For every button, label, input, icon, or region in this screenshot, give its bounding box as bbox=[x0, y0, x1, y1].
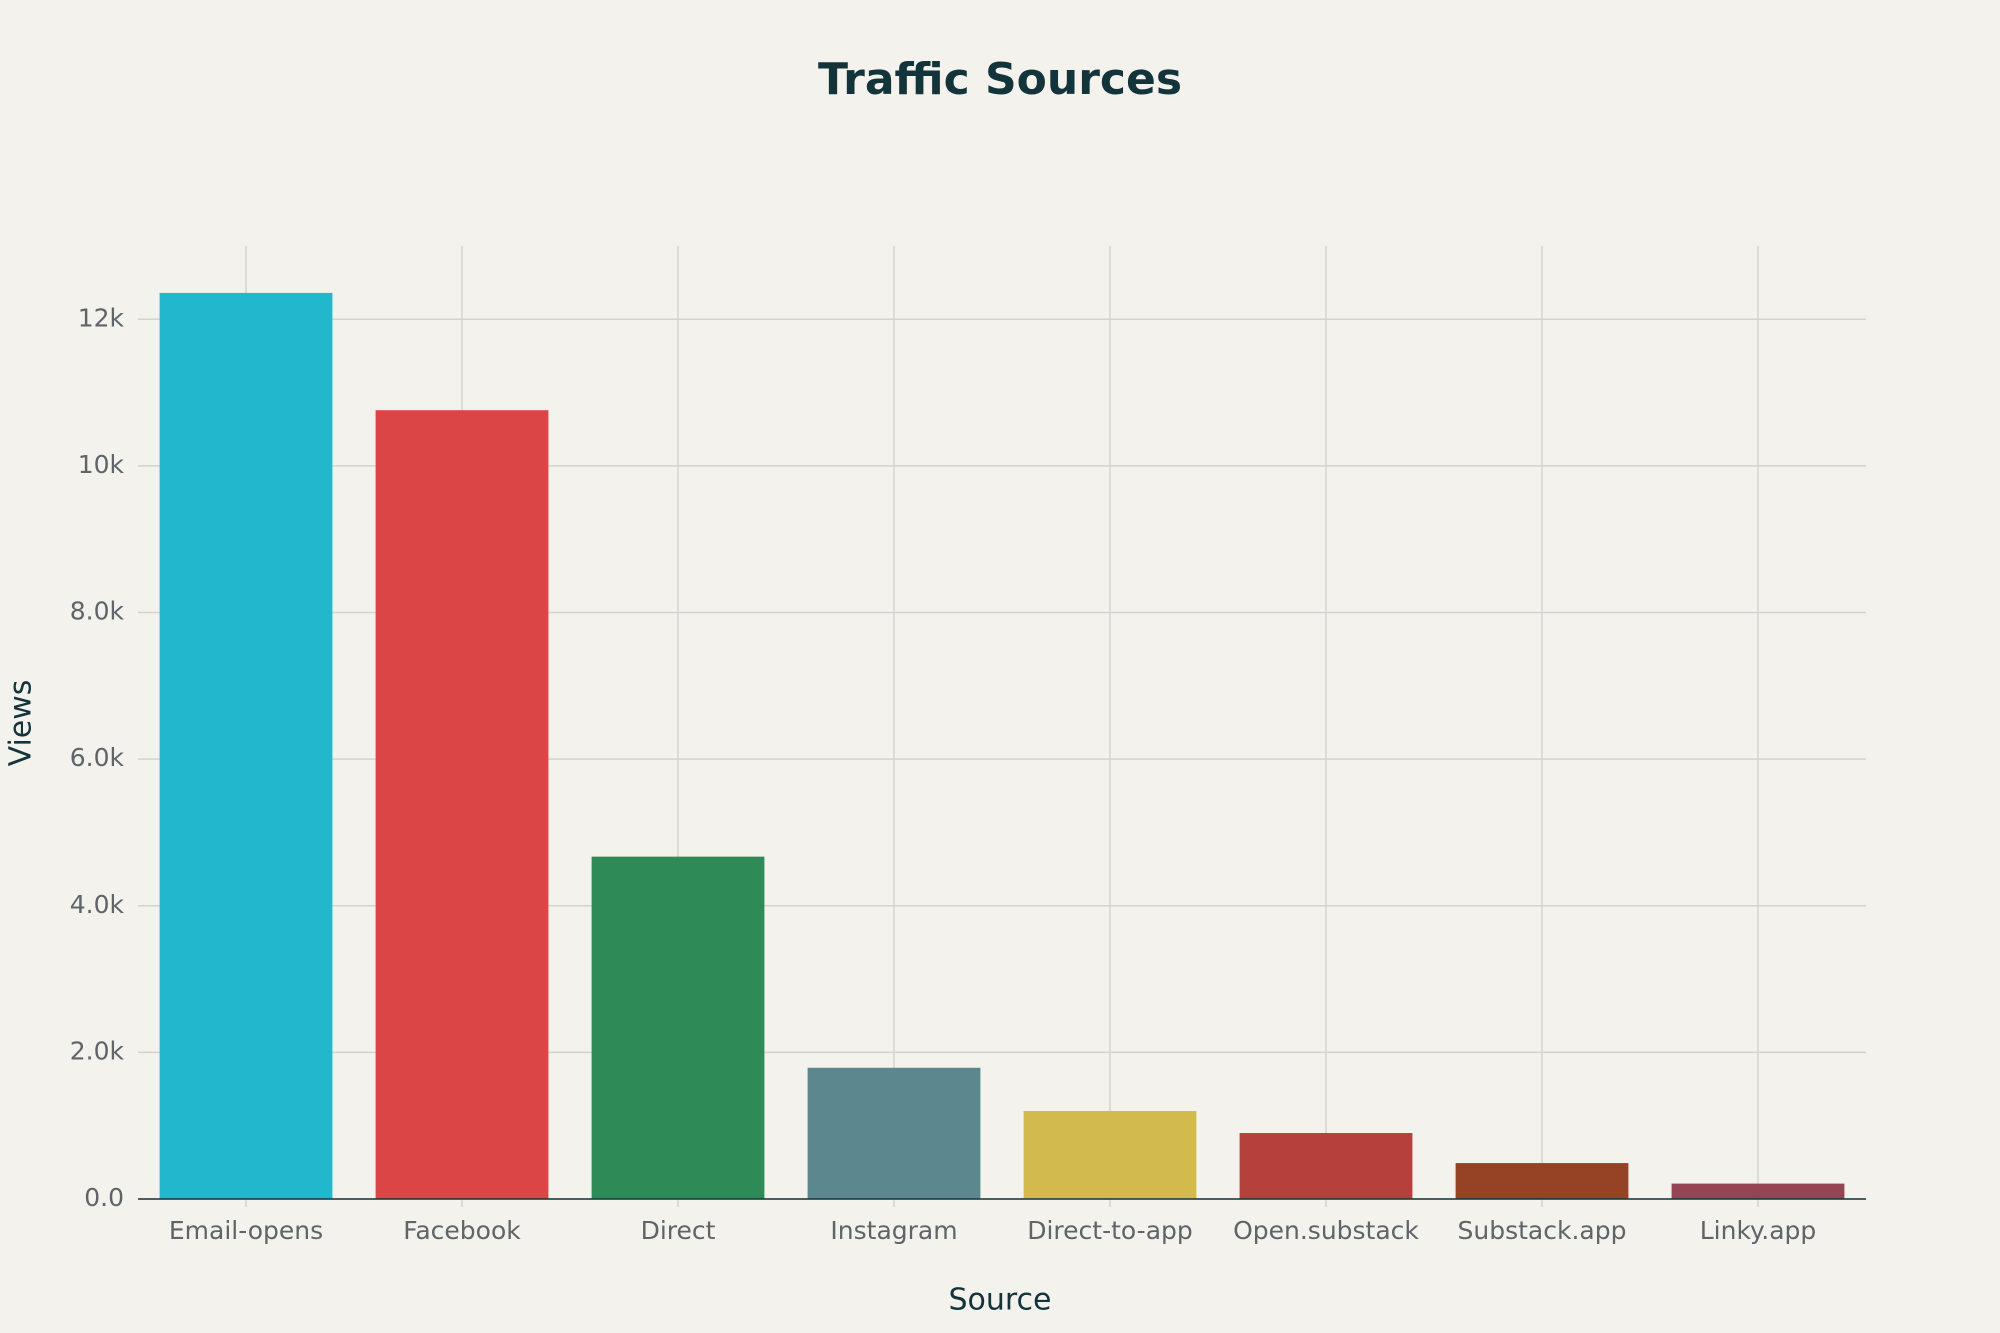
bar bbox=[159, 292, 333, 1199]
x-tick-label: Facebook bbox=[403, 1216, 521, 1245]
bar bbox=[807, 1067, 981, 1199]
y-tick-label: 0.0 bbox=[84, 1183, 124, 1212]
x-tick-label: Instagram bbox=[830, 1216, 957, 1245]
y-tick-label: 10k bbox=[78, 450, 125, 479]
x-tick-label: Direct bbox=[641, 1216, 716, 1245]
chart-title: Traffic Sources bbox=[818, 54, 1182, 105]
x-tick-label: Linky.app bbox=[1700, 1216, 1817, 1245]
y-tick-label: 8.0k bbox=[70, 597, 125, 626]
bar bbox=[1023, 1111, 1197, 1199]
x-tick-label: Direct-to-app bbox=[1027, 1216, 1193, 1245]
bar bbox=[1455, 1163, 1629, 1199]
y-tick-label: 12k bbox=[78, 303, 125, 332]
bar bbox=[1239, 1133, 1413, 1199]
y-tick-label: 4.0k bbox=[70, 890, 125, 919]
x-tick-label: Substack.app bbox=[1458, 1216, 1627, 1245]
y-axis-title: Views bbox=[4, 680, 39, 767]
bar bbox=[375, 410, 549, 1199]
y-tick-label: 2.0k bbox=[70, 1036, 125, 1065]
bar bbox=[1671, 1183, 1845, 1199]
x-tick-label: Email-opens bbox=[169, 1216, 323, 1245]
x-tick-label: Open.substack bbox=[1233, 1216, 1419, 1245]
bar bbox=[591, 856, 765, 1199]
x-axis-title: Source bbox=[948, 1283, 1051, 1318]
y-tick-label: 6.0k bbox=[70, 743, 125, 772]
